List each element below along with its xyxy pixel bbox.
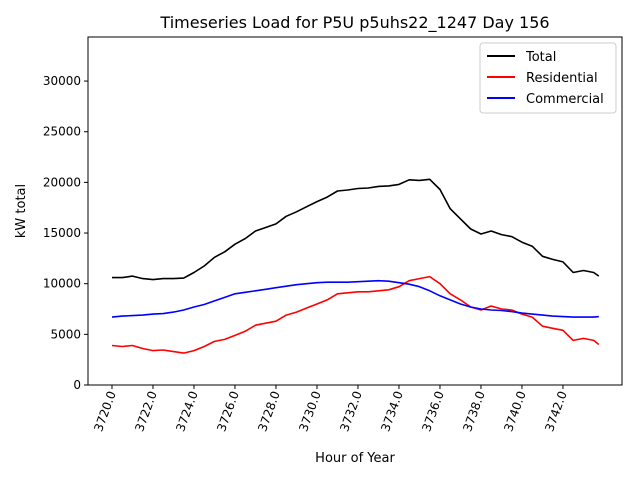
x-tick-label: 3730.0 — [296, 389, 324, 433]
x-axis: 3720.0 3722.0 3724.0 3726.0 3728.0 3730.0 3732… — [91, 385, 570, 433]
y-tick-label: 15000 — [43, 226, 81, 240]
y-tick-label: 30000 — [43, 74, 81, 88]
x-tick-label: 3724.0 — [173, 389, 201, 433]
x-tick-label: 3726.0 — [214, 389, 242, 433]
x-axis-label: Hour of Year — [315, 451, 395, 466]
y-axis: 0 5000 10000 15000 20000 25000 30000 — [43, 74, 88, 392]
series-line-commercial — [111, 279, 599, 318]
x-tick-label: 3728.0 — [255, 389, 283, 433]
legend-box — [479, 42, 617, 114]
series-line-residential — [111, 275, 600, 354]
x-tick-label: 3720.0 — [91, 389, 119, 433]
series-line-total — [112, 178, 600, 281]
x-tick-label: 3738.0 — [460, 389, 488, 433]
x-tick-label: 3740.0 — [501, 389, 529, 433]
x-tick-label: 3742.0 — [542, 389, 570, 433]
y-tick-label: 0 — [73, 378, 81, 392]
series-layer — [111, 178, 600, 354]
x-tick-label: 3732.0 — [337, 389, 365, 433]
legend-label-commercial: Commercial — [526, 92, 604, 107]
x-tick-label: 3722.0 — [132, 389, 160, 433]
x-tick-label: 3734.0 — [378, 389, 406, 433]
plot-frame — [87, 36, 623, 386]
y-tick-label: 25000 — [43, 125, 81, 139]
y-axis-label: kW total — [14, 184, 29, 238]
x-tick-label: 3736.0 — [419, 389, 447, 433]
legend-label-residential: Residential — [526, 71, 598, 86]
y-tick-label: 5000 — [50, 327, 81, 341]
y-tick-label: 20000 — [43, 175, 81, 189]
legend: Total Residential Commercial — [479, 42, 617, 114]
chart-title: Timeseries Load for P5U p5uhs22_1247 Day… — [159, 13, 549, 33]
y-tick-label: 10000 — [43, 277, 81, 291]
legend-label-total: Total — [525, 50, 556, 65]
